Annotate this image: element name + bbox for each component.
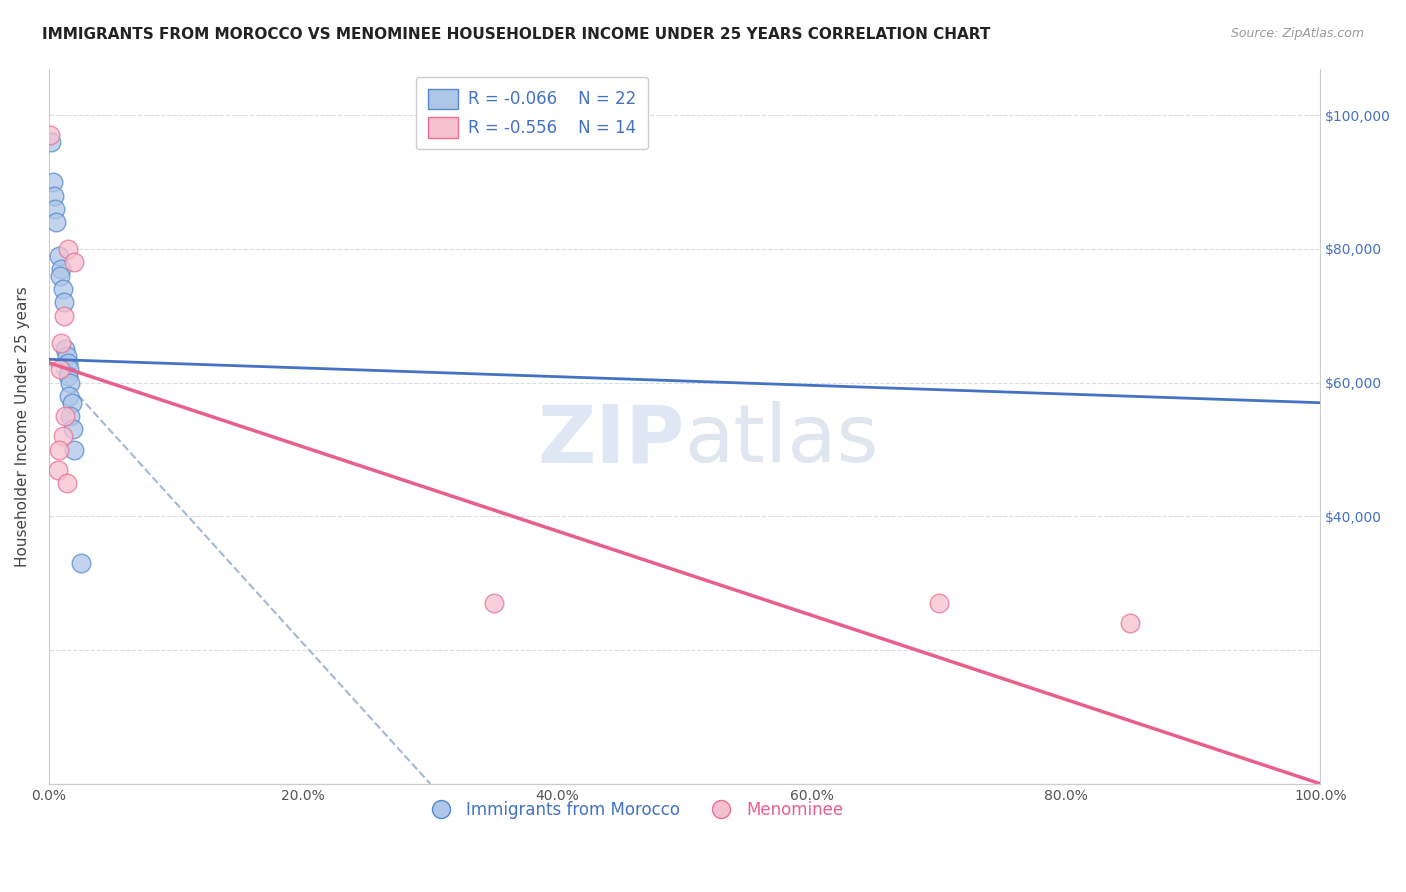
Point	[55, 349, 77, 363]
Point	[69, 556, 91, 570]
Point	[45, 215, 67, 229]
Point	[62, 422, 84, 436]
Point	[56, 369, 79, 384]
Point	[52, 282, 75, 296]
Point	[51, 262, 73, 277]
Text: IMMIGRANTS FROM MOROCCO VS MENOMINEE HOUSEHOLDER INCOME UNDER 25 YEARS CORRELATI: IMMIGRANTS FROM MOROCCO VS MENOMINEE HOU…	[42, 27, 991, 42]
Point	[53, 409, 76, 423]
Point	[53, 343, 76, 357]
Point	[1118, 616, 1140, 631]
Point	[60, 395, 83, 409]
Point	[58, 389, 80, 403]
Point	[49, 362, 72, 376]
Point	[51, 335, 73, 350]
Point	[63, 442, 86, 457]
Point	[928, 596, 950, 610]
Point	[53, 309, 76, 323]
Point	[58, 362, 80, 376]
Point	[46, 462, 69, 476]
Point	[59, 409, 82, 423]
Point	[53, 295, 76, 310]
Point	[56, 356, 79, 370]
Point	[39, 135, 62, 149]
Point	[48, 249, 70, 263]
Legend: Immigrants from Morocco, Menominee: Immigrants from Morocco, Menominee	[418, 794, 851, 825]
Point	[59, 376, 82, 390]
Text: atlas: atlas	[685, 401, 879, 479]
Point	[48, 442, 70, 457]
Point	[63, 255, 86, 269]
Point	[42, 175, 65, 189]
Point	[39, 128, 62, 143]
Point	[44, 188, 66, 202]
Point	[482, 596, 505, 610]
Point	[44, 202, 66, 216]
Point	[49, 268, 72, 283]
Text: Source: ZipAtlas.com: Source: ZipAtlas.com	[1230, 27, 1364, 40]
Text: ZIP: ZIP	[537, 401, 685, 479]
Point	[55, 475, 77, 490]
Point	[56, 242, 79, 256]
Y-axis label: Householder Income Under 25 years: Householder Income Under 25 years	[15, 285, 30, 566]
Point	[52, 429, 75, 443]
